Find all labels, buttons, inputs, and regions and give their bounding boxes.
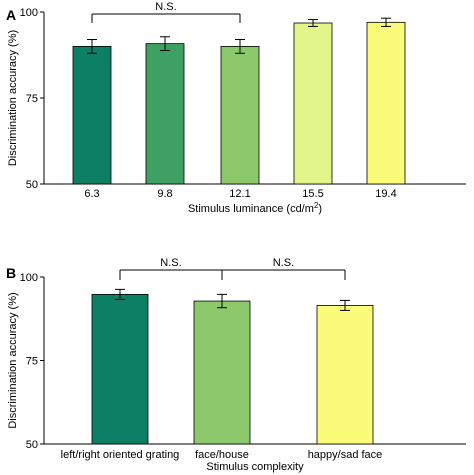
- bar: [72, 46, 112, 185]
- x-tick-label: 6.3: [84, 188, 99, 200]
- y-tick-label: 50: [26, 439, 38, 451]
- x-tick-label: left/right oriented grating: [61, 449, 180, 461]
- y-axis-title: Discrimination accuracy (%): [7, 292, 19, 428]
- bar: [366, 21, 406, 185]
- x-tick-label: 15.5: [302, 188, 323, 200]
- x-tick-label: 12.1: [229, 188, 250, 200]
- x-axis-title-main: Stimulus luminance (cd/m: [188, 203, 314, 215]
- x-axis-title-main: Stimulus complexity: [206, 461, 304, 473]
- bar: [193, 300, 251, 445]
- bar: [293, 22, 333, 185]
- y-axis-title: Discrimination accuracy (%): [7, 30, 19, 166]
- x-axis-title: Stimulus luminance (cd/m2): [188, 201, 322, 215]
- x-tick-label: face/house: [195, 449, 249, 461]
- x-tick-label: happy/sad face: [308, 449, 383, 461]
- x-tick-label: 19.4: [375, 188, 396, 200]
- y-tick-label: 100: [20, 7, 38, 19]
- significance-label: N.S.: [155, 1, 176, 13]
- x-axis-title: Stimulus complexity: [206, 461, 304, 473]
- x-axis-title-superscript: 2: [314, 201, 319, 210]
- y-tick-label: 75: [26, 356, 38, 368]
- panel-letter: B: [6, 265, 16, 281]
- bar: [316, 304, 374, 445]
- bar: [145, 43, 185, 185]
- y-tick-label: 75: [26, 93, 38, 105]
- bar: [91, 293, 149, 445]
- significance-label: N.S.: [160, 257, 181, 269]
- x-tick-label: 9.8: [157, 188, 172, 200]
- panel-letter: A: [6, 7, 16, 23]
- significance-label: N.S.: [273, 257, 294, 269]
- y-tick-label: 50: [26, 179, 38, 191]
- bar: [220, 46, 260, 185]
- x-axis-title-end: ): [318, 203, 322, 215]
- y-tick-label: 100: [20, 272, 38, 284]
